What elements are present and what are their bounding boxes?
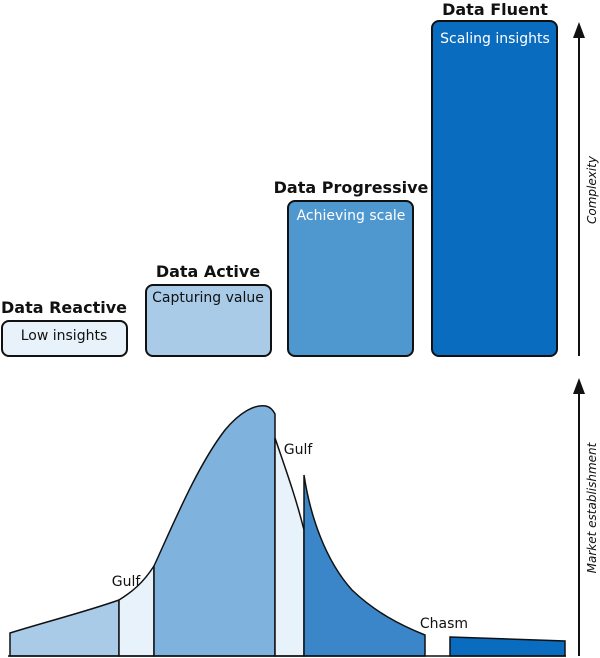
stage-title: Data Reactive	[1, 298, 127, 317]
stage-data-fluent: Data Fluent Scaling insights	[431, 0, 558, 357]
gulf-label-2: Gulf	[284, 442, 314, 458]
market-axis-label: Market establishment	[585, 441, 599, 573]
adoption-curve	[8, 404, 566, 657]
stage-data-reactive: Data Reactive Low insights	[1, 298, 128, 357]
stage-data-active: Data Active Capturing value	[145, 262, 272, 357]
gulf-label-1: Gulf	[112, 574, 142, 590]
stage-bar	[287, 200, 414, 357]
stage-subtitle: Capturing value	[152, 290, 264, 306]
stage-data-progressive: Data Progressive Achieving scale	[274, 178, 429, 357]
stage-bar	[145, 284, 272, 357]
stage-bar	[431, 20, 558, 357]
complexity-axis: Complexity	[573, 22, 599, 356]
complexity-axis-label: Complexity	[585, 155, 599, 224]
curve-segment-reactive	[9, 598, 120, 657]
chasm-label: Chasm	[420, 616, 468, 632]
arrow-up-icon	[573, 378, 585, 394]
stage-subtitle: Achieving scale	[297, 208, 406, 224]
stage-subtitle: Scaling insights	[440, 31, 550, 47]
stage-subtitle: Low insights	[21, 328, 108, 344]
arrow-up-icon	[573, 22, 585, 38]
curve-gulf-2	[274, 437, 305, 657]
stage-bar	[1, 320, 128, 357]
curve-segment-active	[153, 404, 276, 657]
stage-title: Data Fluent	[442, 0, 548, 19]
stage-title: Data Progressive	[274, 178, 429, 197]
market-axis: Market establishment	[573, 378, 599, 656]
stage-title: Data Active	[156, 262, 261, 281]
curve-segment-fluent	[449, 636, 566, 657]
curve-segment-progressive	[303, 474, 426, 657]
